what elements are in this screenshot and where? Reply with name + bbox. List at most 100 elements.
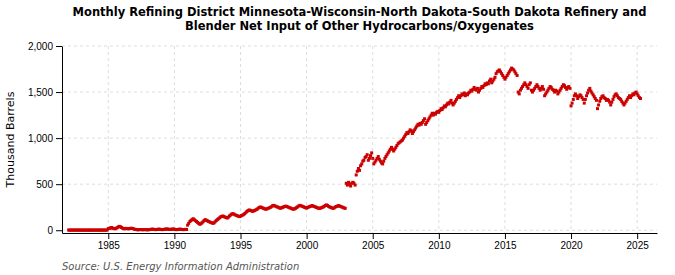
x-tick-mark [174, 233, 175, 239]
x-tick-label: 2015 [494, 240, 517, 251]
x-tick-label: 1985 [98, 240, 121, 251]
point [358, 169, 361, 172]
y-tick-label: 2,000 [28, 41, 53, 52]
point [369, 154, 372, 157]
point [368, 157, 371, 160]
x-tick: 1985 [98, 233, 121, 251]
grid-line-x [306, 46, 307, 233]
point [598, 100, 601, 103]
grid-line-x [372, 46, 373, 233]
point [597, 103, 600, 106]
y-tick: 0 [47, 225, 62, 236]
y-tick-mark [56, 46, 62, 47]
x-tick: 2025 [627, 233, 650, 251]
y-tick-mark [56, 230, 62, 231]
points [67, 67, 642, 232]
grid-line-x [174, 46, 175, 233]
point [516, 74, 519, 77]
y-tick: 2,000 [28, 41, 62, 52]
x-tick-mark [307, 233, 308, 239]
point [423, 117, 426, 120]
y-tick: 1,500 [28, 87, 62, 98]
point [377, 155, 380, 158]
x-tick: 2005 [362, 233, 385, 251]
point [588, 87, 591, 90]
point [354, 184, 357, 187]
point [570, 104, 573, 107]
x-tick: 1995 [230, 233, 253, 251]
x-tick: 2020 [560, 233, 583, 251]
point [487, 82, 490, 85]
point [571, 102, 574, 105]
grid [62, 46, 657, 233]
point [583, 102, 586, 105]
x-tick-label: 2020 [560, 240, 583, 251]
y-tick-mark [56, 184, 62, 185]
point [349, 185, 352, 188]
y-tick-mark [56, 92, 62, 93]
source: Source: U.S. Energy Information Administ… [62, 261, 299, 272]
title-line: Blender Net Input of Other Hydrocarbons/… [185, 19, 534, 33]
point [366, 153, 369, 156]
x-tick-mark [108, 233, 109, 239]
point [572, 98, 575, 101]
point [371, 157, 374, 160]
point [381, 162, 384, 165]
x-axis: 1985 1990 1995 2000 2005 2010 2015 2020 2025 [63, 233, 658, 251]
grid-line-y [62, 92, 657, 93]
x-tick-label: 2005 [362, 240, 385, 251]
x-tick-label: 2010 [428, 240, 451, 251]
x-tick-mark [637, 233, 638, 239]
grid-line-y [62, 184, 657, 185]
point [596, 107, 599, 110]
grid-line-y [62, 46, 657, 47]
y-axis: 0 500 1,000 1,500 2,000 [28, 41, 63, 236]
grid-line-y [62, 138, 657, 139]
point [494, 76, 497, 79]
x-tick-label: 1995 [230, 240, 253, 251]
x-tick: 2015 [494, 233, 517, 251]
point [382, 160, 385, 163]
point [527, 87, 530, 90]
point [611, 98, 614, 101]
x-tick-mark [505, 233, 506, 239]
point [609, 103, 612, 106]
y-tick-label: 1,500 [28, 87, 53, 98]
y-tick-mark [56, 138, 62, 139]
title: Monthly Refining District Minnesota-Wisc… [73, 5, 647, 33]
plot-area: 1985 1990 1995 2000 2005 2010 2015 2020 2025 0 500… [28, 41, 658, 251]
point [586, 91, 589, 94]
grid-line-x [438, 46, 439, 233]
grid-line-x [637, 46, 638, 233]
point [595, 99, 598, 102]
y-tick-label: 1,000 [28, 133, 53, 144]
point [568, 87, 571, 90]
x-tick-mark [571, 233, 572, 239]
grid-line-x [571, 46, 572, 233]
x-tick: 2000 [296, 233, 319, 251]
x-tick-label: 2000 [296, 240, 319, 251]
point [610, 101, 613, 104]
x-tick-mark [373, 233, 374, 239]
y-tick: 500 [36, 179, 62, 190]
y-axis-title: Thousand Barrels [4, 91, 17, 188]
title-line: Monthly Refining District Minnesota-Wisc… [73, 5, 647, 19]
x-tick-label: 1990 [164, 240, 187, 251]
point [355, 173, 358, 176]
point [185, 228, 188, 231]
x-tick: 2010 [428, 233, 451, 251]
x-tick: 1990 [164, 233, 187, 251]
x-tick-mark [439, 233, 440, 239]
point [344, 207, 347, 210]
grid-line-x [240, 46, 241, 233]
point [370, 151, 373, 154]
y-tick: 1,000 [28, 133, 62, 144]
point [584, 98, 587, 101]
x-tick-mark [241, 233, 242, 239]
y-axis-line [62, 47, 63, 234]
point [542, 88, 545, 91]
x-tick-label: 2025 [627, 240, 650, 251]
x-axis-line [63, 233, 658, 234]
point [449, 99, 452, 102]
point [362, 159, 365, 162]
